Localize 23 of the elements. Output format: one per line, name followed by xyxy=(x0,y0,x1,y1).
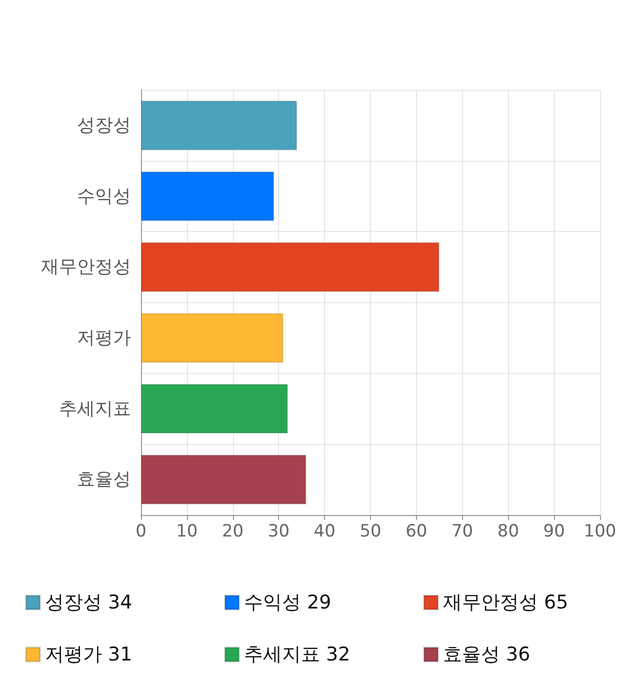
y-tick-label: 재무안정성 xyxy=(41,256,131,278)
y-tick-label: 저평가 xyxy=(77,327,131,348)
x-tick-label: 10 xyxy=(176,522,198,542)
x-tick-label: 80 xyxy=(497,522,520,542)
x-tick-label: 20 xyxy=(222,522,244,542)
x-tick-label: 60 xyxy=(406,522,428,542)
y-tick-label: 성장성 xyxy=(77,114,131,136)
y-tick-label: 추세지표 xyxy=(59,398,131,420)
legend-label: 재무안정성 65 xyxy=(443,592,568,614)
legend-label: 수익성 29 xyxy=(244,592,332,614)
legend-label: 추세지표 32 xyxy=(244,644,350,666)
legend-label: 효율성 36 xyxy=(443,644,530,666)
x-tick-label: 50 xyxy=(360,522,382,542)
x-tick-label: 30 xyxy=(268,522,290,542)
legend-label: 저평가 31 xyxy=(45,644,132,666)
x-tick-label: 90 xyxy=(543,522,565,542)
y-tick-label: 수익성 xyxy=(77,186,131,207)
x-tick-label: 0 xyxy=(136,522,146,542)
x-tick-label: 100 xyxy=(584,522,616,542)
y-tick-label: 효율성 xyxy=(77,469,131,490)
legend-label: 성장성 34 xyxy=(45,592,132,614)
x-tick-label: 70 xyxy=(451,522,474,542)
x-tick-label: 40 xyxy=(314,522,336,542)
